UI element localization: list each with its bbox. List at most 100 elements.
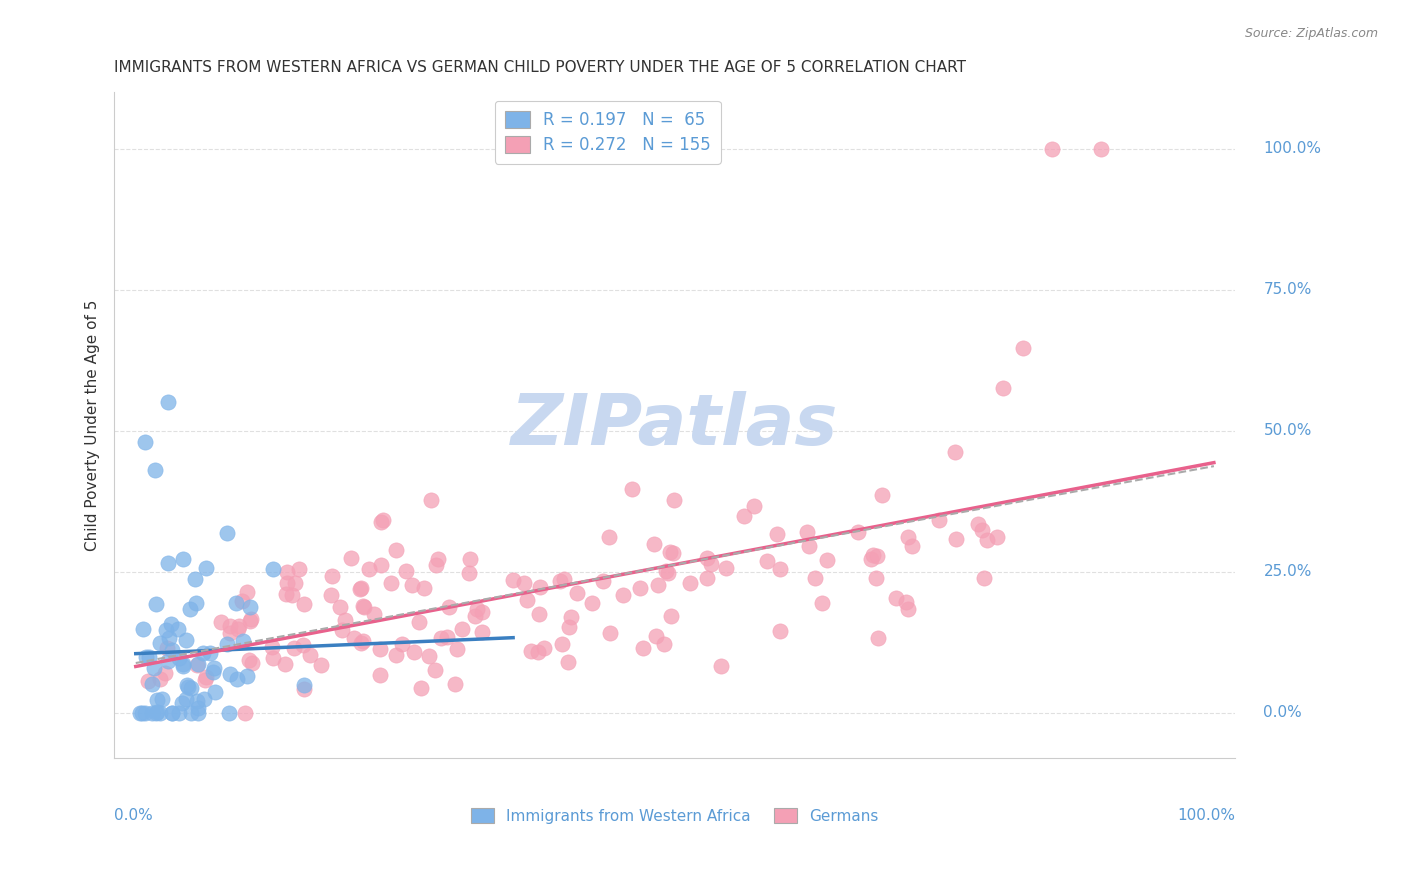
Point	[138, 649, 160, 664]
Text: 25.0%: 25.0%	[1264, 564, 1312, 579]
Point	[145, 597, 167, 611]
Point	[872, 488, 894, 502]
Point	[945, 532, 967, 546]
Point	[436, 630, 458, 644]
Point	[662, 493, 685, 508]
Point	[284, 575, 307, 590]
Point	[195, 670, 218, 684]
Point	[262, 651, 284, 665]
Point	[172, 657, 194, 672]
Point	[149, 672, 172, 686]
Point	[418, 649, 440, 664]
Point	[465, 602, 488, 616]
Point	[321, 588, 343, 602]
Point	[274, 657, 297, 672]
Point	[352, 634, 374, 648]
Point	[262, 640, 284, 654]
Point	[202, 661, 225, 675]
Point	[226, 673, 249, 687]
Point	[276, 565, 298, 579]
Point	[714, 560, 737, 574]
Point	[136, 673, 159, 688]
Point	[172, 552, 194, 566]
Point	[654, 564, 676, 578]
Point	[560, 610, 582, 624]
Point	[149, 636, 172, 650]
Point	[235, 669, 257, 683]
Point	[796, 524, 818, 539]
Point	[204, 685, 226, 699]
Point	[859, 552, 882, 566]
Point	[333, 613, 356, 627]
Point	[630, 581, 652, 595]
Point	[146, 706, 169, 720]
Point	[176, 681, 198, 695]
Point	[970, 524, 993, 538]
Point	[662, 546, 685, 560]
Point	[527, 645, 550, 659]
Point	[239, 599, 262, 614]
Point	[567, 585, 589, 599]
Point	[647, 578, 669, 592]
Point	[193, 692, 215, 706]
Point	[157, 395, 180, 409]
Point	[402, 645, 425, 659]
Point	[769, 561, 792, 575]
Point	[429, 632, 451, 646]
Point	[458, 552, 481, 566]
Point	[309, 658, 332, 673]
Point	[765, 527, 787, 541]
Point	[652, 637, 675, 651]
Point	[710, 658, 733, 673]
Point	[862, 548, 884, 562]
Point	[846, 525, 869, 540]
Point	[458, 566, 481, 580]
Point	[176, 678, 198, 692]
Point	[359, 562, 381, 576]
Point	[631, 640, 654, 655]
Point	[232, 634, 254, 648]
Point	[425, 558, 447, 572]
Point	[218, 619, 240, 633]
Point	[179, 602, 201, 616]
Point	[371, 513, 394, 527]
Point	[659, 544, 682, 558]
Point	[157, 631, 180, 645]
Point	[174, 633, 197, 648]
Point	[231, 594, 253, 608]
Point	[769, 624, 792, 638]
Point	[146, 693, 169, 707]
Point	[550, 637, 572, 651]
Point	[395, 564, 418, 578]
Point	[696, 551, 718, 566]
Point	[135, 650, 157, 665]
Point	[370, 515, 392, 529]
Point	[167, 651, 190, 665]
Point	[868, 631, 890, 645]
Point	[288, 562, 311, 576]
Point	[276, 576, 298, 591]
Point	[527, 607, 550, 621]
Point	[804, 571, 827, 585]
Point	[1011, 342, 1033, 356]
Point	[292, 682, 315, 697]
Point	[291, 638, 314, 652]
Point	[281, 588, 304, 602]
Point	[520, 643, 543, 657]
Point	[592, 574, 614, 588]
Point	[155, 623, 177, 637]
Point	[502, 573, 524, 587]
Point	[901, 539, 924, 553]
Point	[330, 623, 353, 637]
Point	[233, 706, 256, 720]
Point	[340, 551, 363, 566]
Point	[131, 706, 153, 720]
Point	[991, 381, 1014, 395]
Point	[620, 482, 643, 496]
Text: 0.0%: 0.0%	[114, 807, 153, 822]
Text: 50.0%: 50.0%	[1264, 423, 1312, 438]
Point	[599, 626, 621, 640]
Point	[384, 648, 406, 663]
Point	[240, 656, 263, 670]
Point	[896, 595, 918, 609]
